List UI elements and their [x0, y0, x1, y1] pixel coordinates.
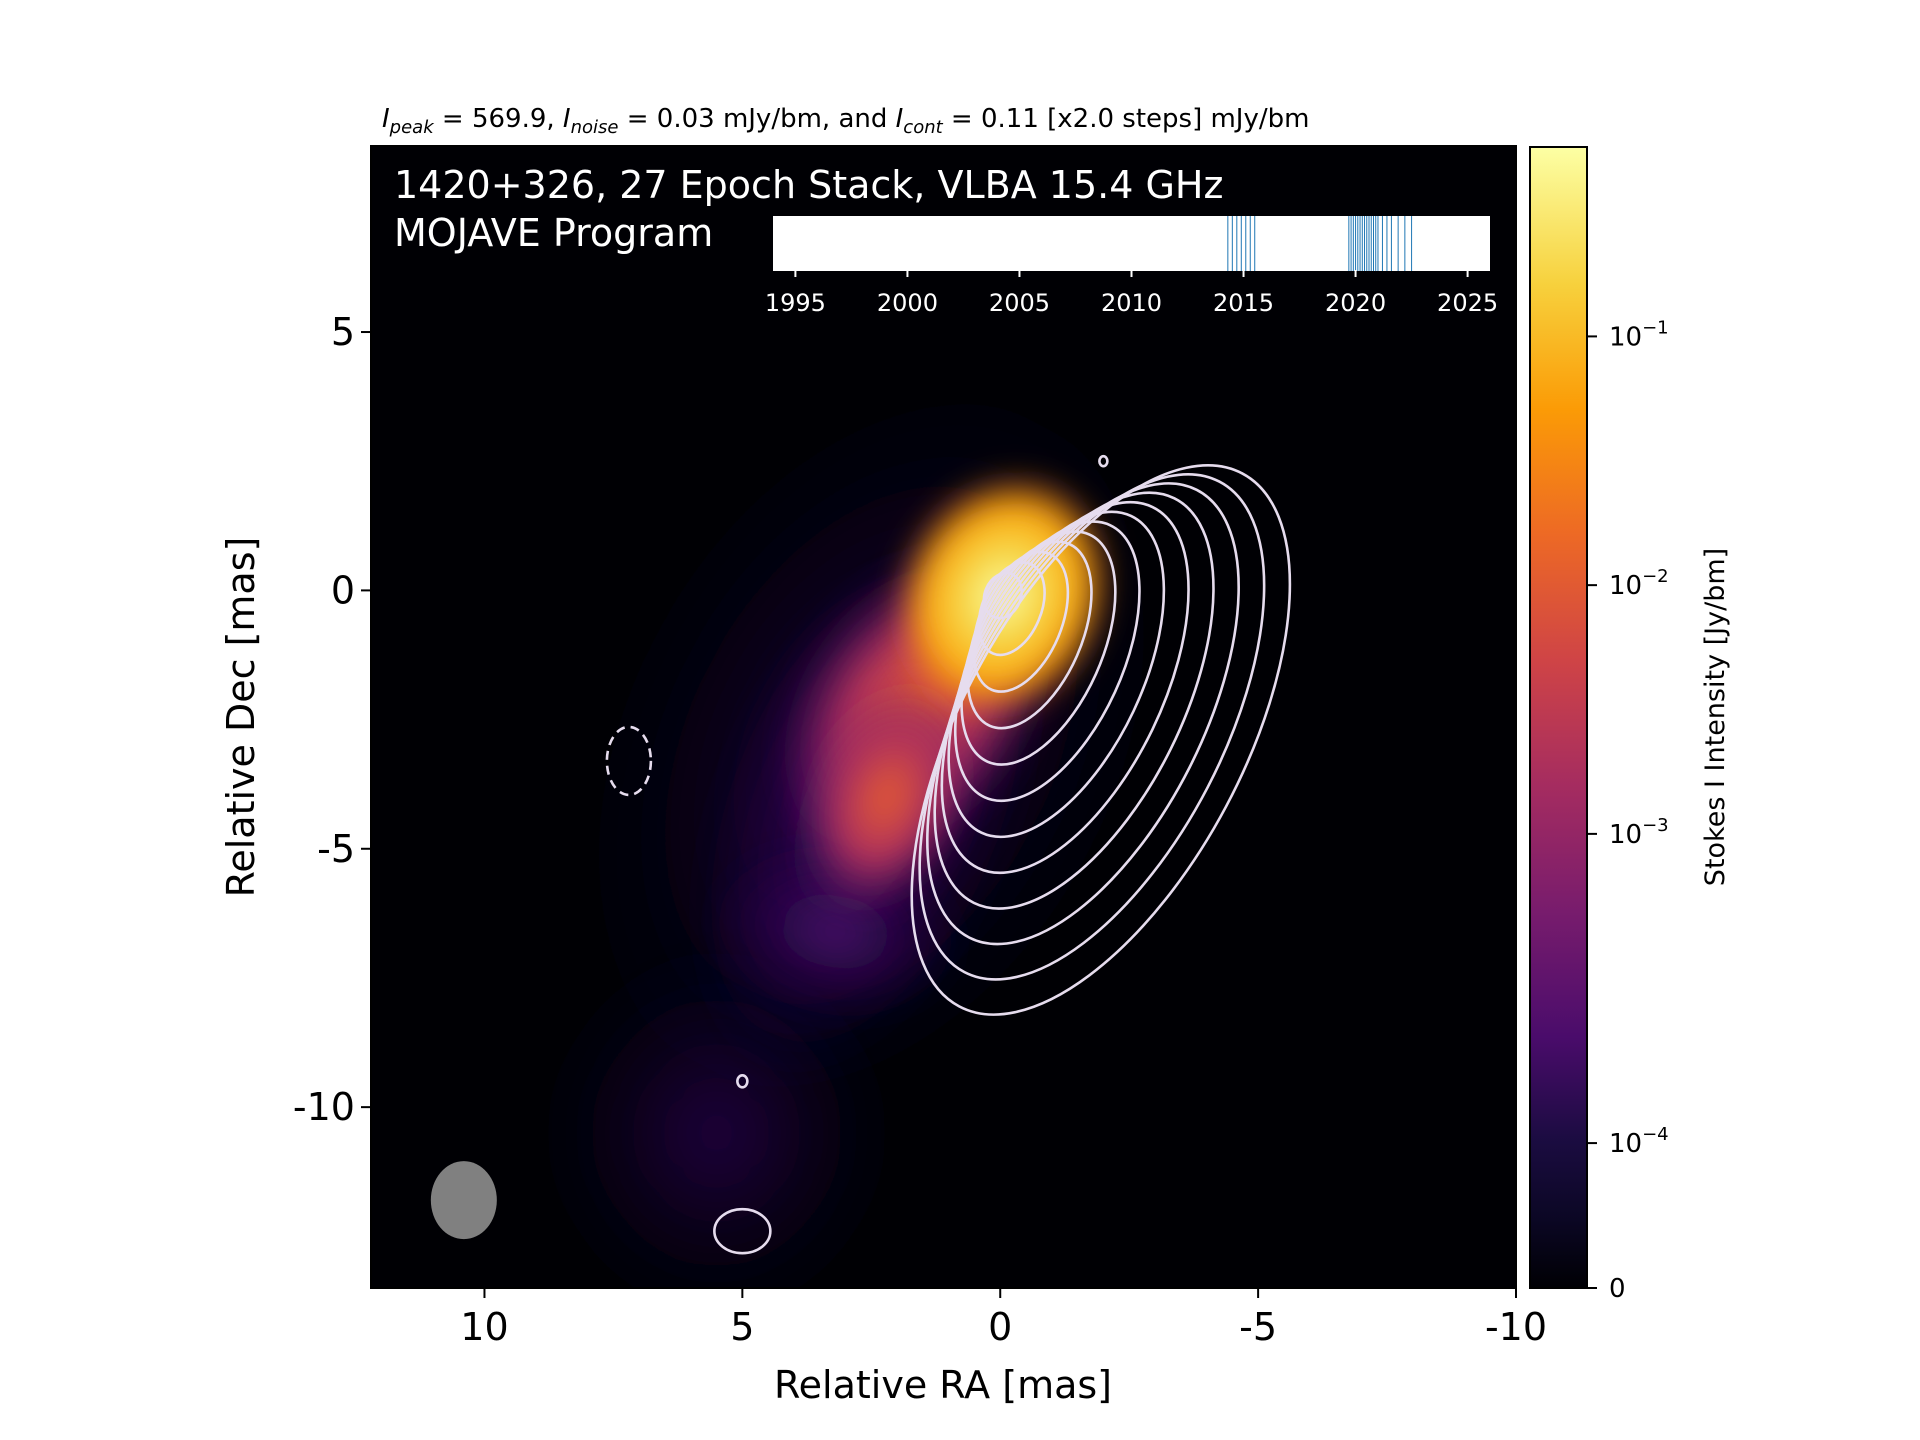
- x-axis-label: Relative RA [mas]: [774, 1363, 1112, 1407]
- x-tick-label: -5: [1239, 1305, 1277, 1349]
- contour-line: [1098, 454, 1109, 468]
- negative-contour: [605, 725, 653, 797]
- contour-line: [918, 472, 1266, 981]
- y-tick-label: 5: [331, 310, 355, 354]
- contour-layer: [605, 454, 1292, 1255]
- y-axis: 5 0 -5 -10: [293, 310, 371, 1129]
- epoch-timeline: 1995 2000 2005 2010 2015 2020 2025: [765, 216, 1498, 317]
- contour-line: [933, 491, 1215, 910]
- x-tick-label: 10: [460, 1305, 508, 1349]
- timeline-ticks: 1995 2000 2005 2010 2015 2020 2025: [765, 270, 1498, 317]
- x-tick-label: 5: [730, 1305, 754, 1349]
- timeline-box: [773, 216, 1490, 271]
- colorbar-label: Stokes I Intensity [Jy/bm]: [1700, 548, 1731, 886]
- colorbar-tick-label: 10−4: [1609, 1124, 1669, 1159]
- colorbar-tick-label: 10−2: [1609, 566, 1669, 601]
- timeline-tick-label: 1995: [765, 289, 826, 317]
- header-stats: Ipeak = 569.9, Inoise = 0.03 mJy/bm, and…: [382, 104, 1309, 138]
- intensity-map: [371, 146, 1516, 1288]
- contour-line: [736, 1074, 749, 1089]
- timeline-tick-label: 2000: [877, 289, 938, 317]
- colorbar-ticks: 0 10−4 10−3 10−2 10−1: [1587, 317, 1669, 1304]
- colorbar-tick-label: 0: [1609, 1274, 1626, 1304]
- x-tick-label: 0: [988, 1305, 1012, 1349]
- y-tick-label: -10: [293, 1085, 355, 1129]
- timeline-tick-label: 2010: [1101, 289, 1162, 317]
- contour-line: [926, 482, 1240, 946]
- map-title-line1: 1420+326, 27 Epoch Stack, VLBA 15.4 GHz: [394, 163, 1223, 207]
- contour-line: [960, 530, 1117, 766]
- contour-line: [940, 500, 1190, 875]
- y-tick-label: 0: [331, 568, 355, 612]
- colorbar-gradient: [1529, 146, 1588, 1289]
- epoch-lines: [1227, 216, 1413, 271]
- map-title-line2: MOJAVE Program: [394, 211, 713, 255]
- contour-line: [953, 520, 1141, 803]
- contour-line: [947, 510, 1166, 839]
- x-tick-label: -10: [1485, 1305, 1547, 1349]
- timeline-tick-label: 2015: [1213, 289, 1274, 317]
- timeline-tick-label: 2020: [1325, 289, 1386, 317]
- emission-blob: [798, 677, 976, 917]
- timeline-tick-label: 2025: [1437, 289, 1498, 317]
- colorbar: 0 10−4 10−3 10−2 10−1 Stokes I Intensity [Jy…: [1529, 146, 1731, 1304]
- colorbar-tick-label: 10−1: [1609, 317, 1669, 352]
- colorbar-tick-label: 10−3: [1609, 815, 1669, 850]
- beam-ellipse: [430, 1161, 497, 1240]
- y-axis-label: Relative Dec [mas]: [219, 537, 263, 898]
- y-tick-label: -5: [317, 827, 355, 871]
- contour-line: [910, 464, 1292, 1016]
- x-axis: 10 5 0 -5 -10: [460, 1288, 1547, 1349]
- contour-line: [713, 1207, 772, 1255]
- timeline-tick-label: 2005: [989, 289, 1050, 317]
- map-frame: [370, 145, 1517, 1289]
